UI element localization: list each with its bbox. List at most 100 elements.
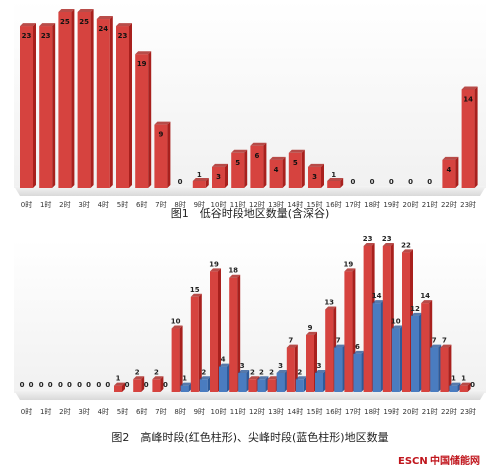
chart1-value-label: 24 [98, 25, 108, 33]
chart1-value-label: 3 [312, 173, 317, 181]
chart2-tick-label: 23时 [460, 407, 476, 416]
chart2-blue-bar-13 [276, 369, 288, 392]
chart2-red-value-label: 2 [135, 368, 140, 376]
chart1-value-label: 23 [41, 32, 51, 40]
chart2-tick-label: 6时 [136, 407, 147, 416]
chart1-bars: 23 23 25 25 24 23 19 9 0 1 3 5 6 4 5 3 1 0 0 0 0 0 4 14 [20, 9, 478, 188]
chart1-tick-label: 23时 [460, 200, 476, 209]
chart2-red-value-label: 10 [171, 318, 181, 326]
chart2-blue-value-label: 4 [221, 356, 226, 364]
chart2-red-value-label: 22 [401, 241, 411, 249]
chart2-red-value-label: 14 [420, 292, 430, 300]
chart2-blue-value-label: 0 [105, 381, 110, 389]
chart2-tick-label: 14时 [287, 407, 303, 416]
chart1-tick-label: 9时 [194, 200, 205, 209]
chart1-bar-3 [77, 9, 94, 188]
chart1-value-label: 0 [178, 178, 183, 186]
chart2-blue-bar-9 [199, 376, 211, 392]
watermark: ESCN 中国储能网 [398, 454, 480, 467]
chart2-red-value-label: 2 [269, 368, 274, 376]
chart2-blue-bar-21 [430, 344, 442, 392]
chart2-tick-label: 15时 [307, 407, 323, 416]
chart2-red-value-label: 7 [442, 337, 447, 345]
chart2-blue-value-label: 3 [278, 362, 283, 370]
chart2-blue-value-label: 2 [259, 368, 264, 376]
chart2-red-bar-9 [190, 293, 202, 392]
chart1-tick-label: 8时 [174, 200, 185, 209]
chart2-red-value-label: 2 [154, 368, 159, 376]
chart2-red-bar-8 [171, 325, 183, 392]
chart2-tick-label: 17时 [345, 407, 361, 416]
chart2-red-value-label: 23 [382, 235, 392, 243]
chart1-value-label: 25 [79, 18, 89, 26]
chart1-bar-2 [58, 9, 75, 188]
chart1-bar-11 [231, 149, 248, 188]
chart1-tick-label: 3时 [78, 200, 89, 209]
chart1-bar-23 [461, 86, 478, 188]
chart2-blue-bar-10 [219, 363, 230, 392]
watermark-suffix: 中国储能网 [430, 454, 480, 467]
chart2-tick-label: 5时 [117, 407, 128, 416]
chart2-blue-value-label: 0 [470, 381, 475, 389]
chart2-floor [14, 390, 486, 400]
chart1-tick-label: 10时 [211, 200, 227, 209]
chart2-red-value-label: 0 [58, 381, 63, 389]
chart2-tick-label: 18时 [364, 407, 380, 416]
chart2-blue-value-label: 0 [125, 381, 130, 389]
chart2-blue-value-label: 1 [451, 375, 456, 383]
chart2-red-bar-7 [152, 376, 164, 392]
chart2-tick-label: 8时 [174, 407, 185, 416]
chart2-red-bar-10 [210, 268, 221, 392]
chart1-tick-label: 6时 [136, 200, 147, 209]
chart2-tick-label: 2时 [59, 407, 70, 416]
chart1-bar-22 [442, 156, 459, 188]
chart1-value-label: 1 [197, 171, 202, 179]
chart2-red-value-label: 0 [96, 381, 101, 389]
chart2-blue-value-label: 10 [391, 318, 401, 326]
chart1-bar-6 [135, 51, 152, 188]
chart2-blue-bar-18 [372, 300, 384, 392]
chart2-red-value-label: 19 [344, 260, 354, 268]
chart2-red-bar-22 [440, 344, 452, 392]
chart1-tick-label: 16时 [326, 200, 342, 209]
chart1-bar-13 [269, 156, 286, 188]
chart2-tick-label: 0时 [21, 407, 32, 416]
chart1-bar-1 [39, 23, 56, 188]
chart1-value-label: 6 [254, 152, 259, 160]
chart1-tick-label: 5时 [117, 200, 128, 209]
chart1-tick-label: 19时 [383, 200, 399, 209]
chart1-tick-label: 17时 [345, 200, 361, 209]
chart1-tick-label: 0时 [21, 200, 32, 209]
chart1-value-label: 19 [137, 60, 147, 68]
chart2-blue-value-label: 6 [355, 343, 360, 351]
chart1-tick-label: 11时 [230, 200, 246, 209]
chart2-blue-bar-8 [180, 382, 192, 392]
chart2-red-value-label: 18 [228, 267, 238, 275]
chart2-blue-value-label: 12 [410, 305, 420, 313]
chart1-tick-label: 14时 [287, 200, 303, 209]
chart2-red-value-label: 13 [324, 298, 334, 306]
chart2-red-value-label: 7 [288, 337, 293, 345]
chart2-blue-bar-16 [334, 344, 346, 392]
chart2-x-axis-ticks: 0时 1时 2时 3时 4时 5时 6时 7时 8时 9时 10时 11时 12时 13时 14时 15时 16… [21, 407, 476, 416]
chart2-red-value-label: 1 [116, 375, 121, 383]
chart2-blue-value-label: 1 [182, 375, 187, 383]
chart1-title: 图1 低谷时段地区数量(含深谷) [171, 206, 330, 220]
chart2-blue-bar-17 [353, 350, 365, 392]
chart2-tick-label: 9时 [194, 407, 205, 416]
chart1-tick-label: 18时 [364, 200, 380, 209]
chart1-bar-14 [288, 149, 305, 188]
chart2-tick-label: 19时 [383, 407, 399, 416]
chart2-blue-value-label: 0 [29, 381, 34, 389]
chart2-blue-bar-15 [315, 369, 326, 392]
chart1-bar-4 [96, 16, 113, 188]
chart2-red-value-label: 0 [20, 381, 25, 389]
chart1-value-label: 23 [118, 32, 128, 40]
chart2-red-value-label: 2 [250, 368, 255, 376]
chart1-value-label: 4 [446, 166, 451, 174]
chart2-tick-label: 1时 [40, 407, 51, 416]
chart2-blue-value-label: 0 [48, 381, 53, 389]
chart2-blue-value-label: 14 [372, 292, 382, 300]
